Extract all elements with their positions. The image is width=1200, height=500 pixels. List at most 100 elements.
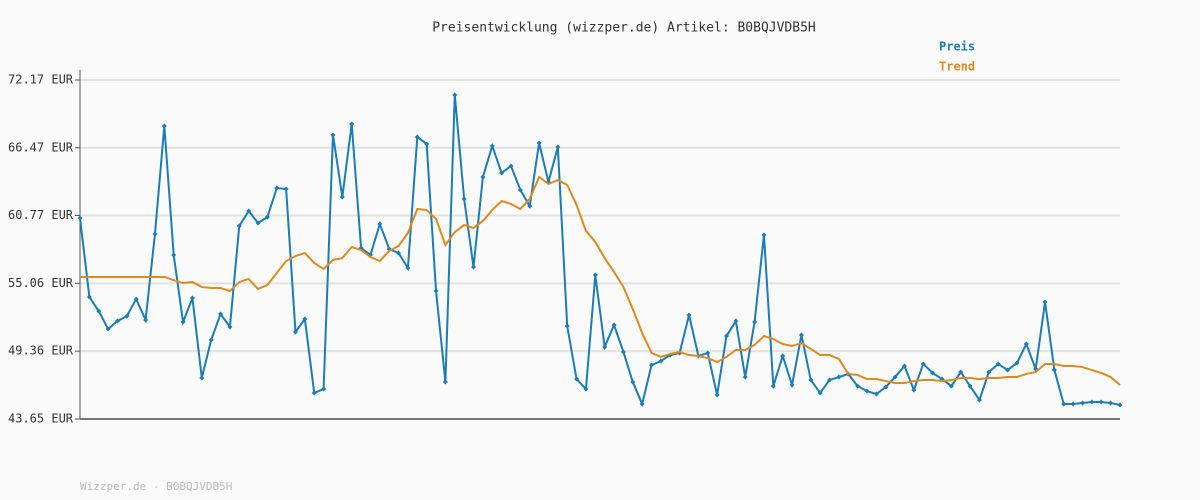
point-marker <box>105 326 111 332</box>
point-marker <box>405 265 411 271</box>
point-marker <box>124 313 130 319</box>
point-marker <box>377 221 383 227</box>
point-marker <box>424 141 430 147</box>
point-marker <box>452 92 458 98</box>
point-marker <box>489 143 495 149</box>
point-marker <box>330 132 336 138</box>
point-marker <box>189 295 195 301</box>
point-marker <box>292 329 298 335</box>
point-marker <box>873 391 879 397</box>
point-marker <box>911 387 917 393</box>
point-marker <box>574 376 580 382</box>
point-marker <box>536 140 542 146</box>
point-marker <box>264 214 270 220</box>
point-marker <box>733 318 739 324</box>
point-marker <box>1014 360 1020 366</box>
series-line <box>79 94 1121 408</box>
point-marker <box>649 362 655 368</box>
series-line <box>80 175 1121 386</box>
point-marker <box>798 332 804 338</box>
point-marker <box>1080 400 1086 406</box>
point-marker <box>883 384 889 390</box>
point-marker <box>948 383 954 389</box>
point-marker <box>396 250 402 256</box>
point-marker <box>208 337 214 343</box>
point-marker <box>752 319 758 325</box>
point-marker <box>808 377 814 383</box>
point-marker <box>930 370 936 376</box>
legend-entry: Trend <box>939 60 975 74</box>
point-marker <box>902 363 908 369</box>
point-marker <box>499 170 505 176</box>
point-marker <box>780 353 786 359</box>
point-marker <box>920 361 926 367</box>
point-marker <box>967 383 973 389</box>
point-marker <box>1042 299 1048 305</box>
point-marker <box>527 203 533 209</box>
point-marker <box>789 382 795 388</box>
point-marker <box>761 232 767 238</box>
point-marker <box>442 379 448 385</box>
point-marker <box>311 390 317 396</box>
point-marker <box>723 333 729 339</box>
point-marker <box>611 322 617 328</box>
point-marker <box>592 272 598 278</box>
point-marker <box>1108 400 1114 406</box>
point-marker <box>433 288 439 294</box>
point-marker <box>349 121 355 127</box>
point-marker <box>836 374 842 380</box>
point-marker <box>471 264 477 270</box>
point-marker <box>555 144 561 150</box>
chart-title: Preisentwicklung (wizzper.de) Artikel: B… <box>432 21 816 36</box>
point-marker <box>995 361 1001 367</box>
point-marker <box>958 369 964 375</box>
point-marker <box>639 401 645 407</box>
point-marker <box>283 186 289 192</box>
point-marker <box>714 392 720 398</box>
point-marker <box>1089 399 1095 405</box>
point-marker <box>602 344 608 350</box>
point-marker <box>414 134 420 140</box>
point-marker <box>218 311 224 317</box>
point-marker <box>817 390 823 396</box>
point-marker <box>976 397 982 403</box>
point-marker <box>152 231 158 237</box>
point-marker <box>143 317 149 323</box>
point-marker <box>480 174 486 180</box>
legend-entry: Preis <box>939 40 975 54</box>
y-tick-label: 72.17 EUR <box>8 73 74 87</box>
point-marker <box>742 374 748 380</box>
point-marker <box>892 374 898 380</box>
point-marker <box>517 187 523 193</box>
point-marker <box>302 316 308 322</box>
y-tick-label: 43.65 EUR <box>8 412 74 426</box>
point-marker <box>658 358 664 364</box>
point-marker <box>855 383 861 389</box>
point-marker <box>686 312 692 318</box>
point-marker <box>161 123 167 129</box>
footer: Wizzper.de - B0BQJVDB5H <box>80 480 232 493</box>
point-marker <box>564 323 570 329</box>
point-marker <box>461 196 467 202</box>
point-marker <box>705 350 711 356</box>
point-marker <box>236 223 242 229</box>
point-marker <box>620 349 626 355</box>
point-marker <box>246 208 252 214</box>
point-marker <box>630 379 636 385</box>
point-marker <box>321 386 327 392</box>
y-tick-label: 55.06 EUR <box>8 276 74 290</box>
point-marker <box>199 375 205 381</box>
point-marker <box>274 185 280 191</box>
point-marker <box>1061 401 1067 407</box>
point-marker <box>96 308 102 314</box>
point-marker <box>1117 402 1123 408</box>
point-marker <box>864 388 870 394</box>
point-marker <box>770 383 776 389</box>
point-marker <box>227 324 233 330</box>
point-marker <box>1098 399 1104 405</box>
point-marker <box>180 319 186 325</box>
point-marker <box>171 252 177 258</box>
point-marker <box>1005 367 1011 373</box>
y-tick-label: 66.47 EUR <box>8 140 74 154</box>
